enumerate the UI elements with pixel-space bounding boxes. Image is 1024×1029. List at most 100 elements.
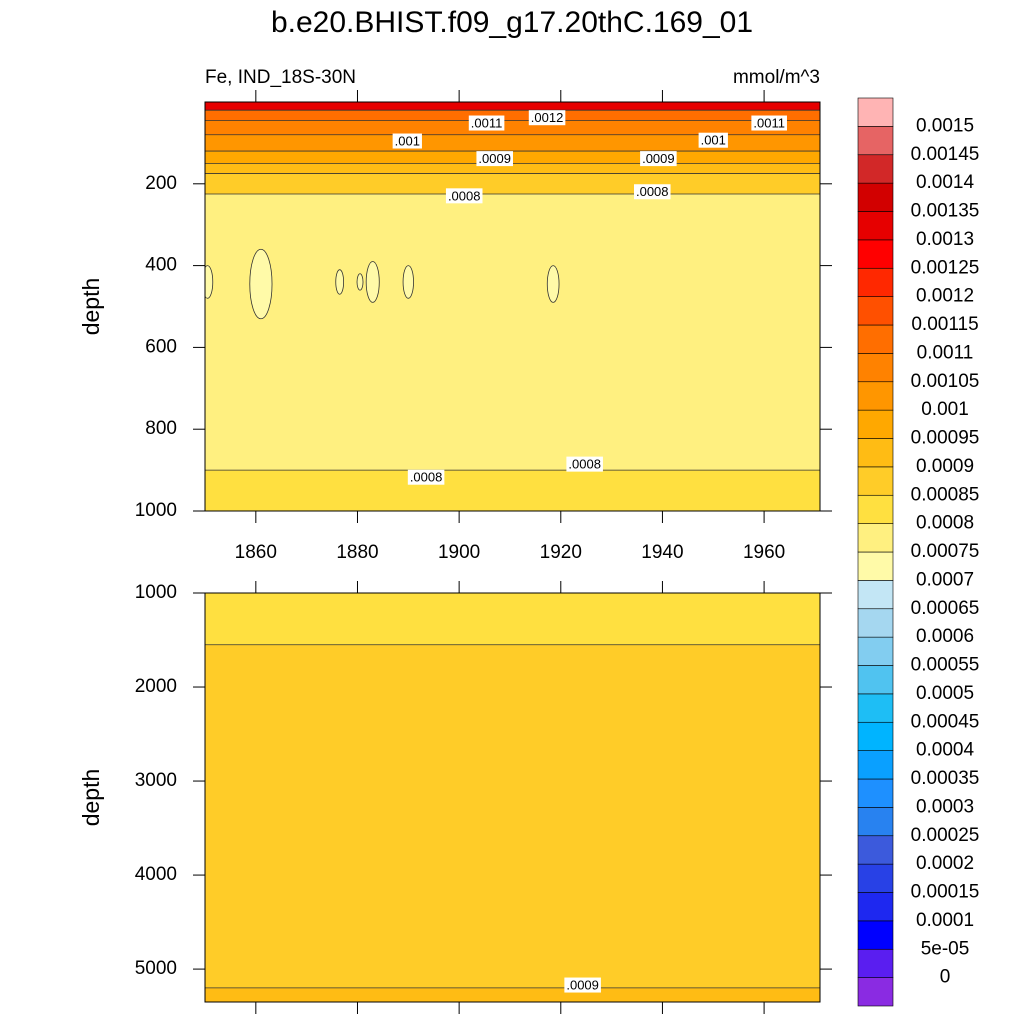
- contour-label-bg: [564, 977, 601, 993]
- contour-label-bg: [751, 115, 787, 131]
- colorbar-box: [857, 608, 894, 638]
- contour-region: [205, 194, 820, 471]
- y-tick-label: 400: [145, 255, 177, 276]
- colorbar-box: [857, 721, 894, 751]
- colorbar-label: 0.00025: [911, 825, 980, 846]
- colorbar-box: [857, 154, 894, 184]
- colorbar-box: [857, 296, 894, 326]
- low-region: [402, 265, 414, 299]
- contour-region: [205, 134, 820, 152]
- colorbar-label: 0.00095: [911, 428, 980, 449]
- colorbar-box: [857, 636, 894, 666]
- colorbar-box: [857, 182, 894, 212]
- colorbar-box: [857, 551, 894, 581]
- colorbar-label: 0.001: [921, 399, 969, 420]
- y-tick-label: 800: [145, 418, 177, 439]
- contour-region: [205, 987, 820, 1002]
- colorbar-label: 0: [940, 967, 951, 988]
- colorbar-label: 0.00015: [911, 882, 980, 903]
- contour-label: .0008: [568, 457, 601, 472]
- colorbar-box: [857, 750, 894, 780]
- colorbar-box: [857, 580, 894, 610]
- colorbar-box: [857, 97, 894, 127]
- colorbar-label: 0.00105: [911, 371, 980, 392]
- colorbar-label: 0.00085: [911, 484, 980, 505]
- x-tick-label: 1860: [235, 542, 277, 563]
- colorbar-box: [857, 977, 894, 1007]
- y-tick-label: 1000: [135, 582, 177, 603]
- chart-title: b.e20.BHIST.f09_g17.20thC.169_01: [271, 6, 753, 39]
- contour-label-bg: [528, 110, 566, 126]
- y-tick-label: 200: [145, 173, 177, 194]
- colorbar-label: 0.00135: [911, 201, 980, 222]
- contour-label: .001: [701, 133, 726, 148]
- plot-area: [205, 593, 820, 1002]
- low-region: [365, 261, 380, 303]
- contour-label: .0008: [410, 470, 443, 485]
- colorbar-box: [857, 948, 894, 978]
- colorbar-label: 0.0007: [916, 569, 974, 590]
- contour-label-bg: [468, 115, 505, 131]
- contour-label: .0011: [471, 116, 503, 131]
- colorbar-box: [857, 863, 894, 893]
- contour-region: [205, 644, 820, 988]
- colorbar-box: [857, 920, 894, 950]
- y-tick-label: 5000: [135, 958, 177, 979]
- y-tick-label: 600: [145, 336, 177, 357]
- colorbar-label: 0.00065: [911, 598, 980, 619]
- colorbar-box: [857, 835, 894, 865]
- colorbar-box: [857, 466, 894, 496]
- colorbar-box: [857, 523, 894, 553]
- colorbar-label: 0.0008: [916, 513, 974, 534]
- colorbar-label: 0.0015: [916, 115, 974, 136]
- contour-region: [205, 173, 820, 195]
- colorbar-label: 0.00045: [911, 711, 980, 732]
- colorbar-box: [857, 693, 894, 723]
- low-region: [205, 265, 214, 299]
- low-region: [335, 269, 345, 295]
- colorbar-label: 0.00125: [911, 257, 980, 278]
- y-axis-label: depth: [78, 278, 104, 336]
- low-region: [249, 248, 273, 320]
- colorbar-label: 0.0001: [916, 910, 974, 931]
- y-tick-label: 4000: [135, 864, 177, 885]
- contour-label-bg: [698, 132, 728, 148]
- colorbar-label: 0.0005: [916, 683, 974, 704]
- contour-label: .001: [395, 134, 420, 149]
- colorbar-box: [857, 353, 894, 383]
- contour-region: [205, 102, 820, 111]
- colorbar-label: 0.0012: [916, 286, 974, 307]
- colorbar-label: 0.0002: [916, 853, 974, 874]
- low-region: [356, 273, 364, 291]
- contour-label: .0011: [753, 116, 785, 131]
- colorbar-box: [857, 409, 894, 439]
- contour-label: .0009: [642, 151, 675, 166]
- x-tick-label: 1920: [540, 542, 582, 563]
- low-region: [546, 265, 560, 303]
- contour-label: .0009: [566, 978, 599, 993]
- colorbar-box: [857, 381, 894, 411]
- colorbar-box: [857, 324, 894, 354]
- contour-region: [205, 110, 820, 121]
- colorbar-box: [857, 438, 894, 468]
- x-tick-label: 1940: [641, 542, 683, 563]
- contour-label: .0008: [636, 184, 669, 199]
- subtitle-right: mmol/m^3: [733, 67, 820, 88]
- contour-label-bg: [445, 188, 483, 204]
- contour-region: [205, 120, 820, 135]
- colorbar-label: 0.0014: [916, 172, 975, 193]
- colorbar-label: 0.00115: [911, 314, 978, 335]
- y-tick-label: 3000: [135, 770, 177, 791]
- contour-label-bg: [407, 469, 445, 485]
- contour-label-bg: [566, 456, 603, 472]
- colorbar-box: [857, 267, 894, 297]
- colorbar-label: 5e-05: [921, 938, 970, 959]
- colorbar-box: [857, 126, 894, 156]
- colorbar-label: 0.00035: [911, 768, 980, 789]
- colorbar-box: [857, 239, 894, 269]
- contour-label-bg: [392, 133, 422, 149]
- plot-frame: [204, 101, 821, 512]
- colorbar-label: 0.0006: [916, 626, 974, 647]
- colorbar-label: 0.0013: [916, 229, 974, 250]
